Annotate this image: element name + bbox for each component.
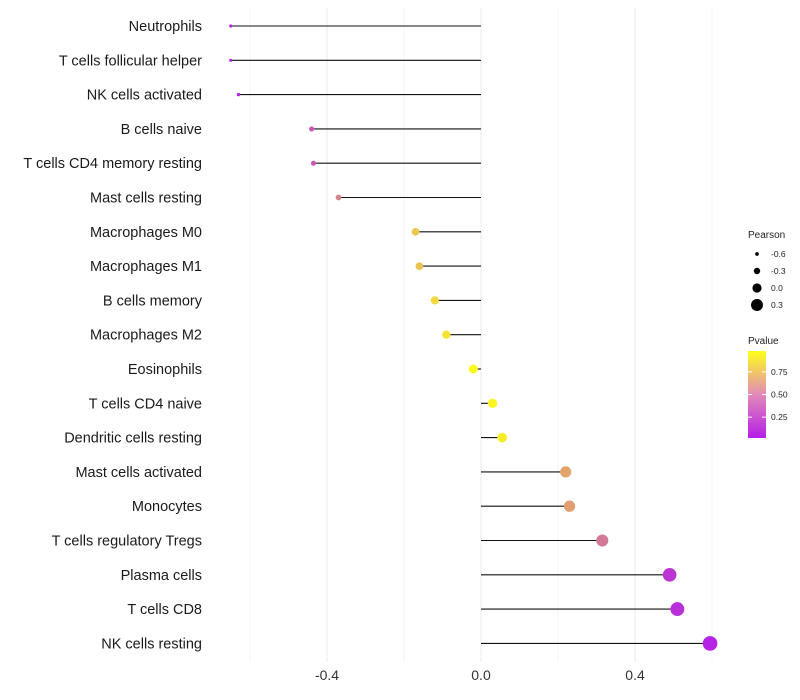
size-legend-key-3 [751,299,763,311]
size-legend-label-2: 0.0 [771,283,783,293]
point-15 [596,534,609,547]
x-tick-label-2: 0.4 [625,667,645,683]
category-label-9: Macrophages M2 [90,328,202,344]
category-label-11: T cells CD4 naive [89,396,202,412]
point-9 [442,330,451,339]
point-13 [560,466,572,478]
category-label-5: Mast cells resting [90,191,202,207]
category-label-18: NK cells resting [101,636,202,652]
category-label-0: Neutrophils [129,19,202,35]
x-tick-label-1: 0.0 [471,667,491,683]
color-legend-label-1: 0.50 [771,390,788,400]
color-legend-label-2: 0.25 [771,412,788,422]
category-label-13: Mast cells activated [75,465,202,481]
category-label-14: Monocytes [132,499,202,515]
point-18 [702,636,718,651]
size-legend-key-1 [753,267,761,275]
category-label-16: Plasma cells [121,568,202,584]
point-0 [229,24,233,28]
point-11 [487,398,498,409]
size-legend-title: Pearson [748,230,785,241]
category-label-17: T cells CD8 [127,602,202,618]
category-label-6: Macrophages M0 [90,225,202,241]
point-12 [497,432,508,443]
point-5 [335,194,342,201]
point-6 [411,227,420,236]
color-legend-bar [748,351,766,438]
size-legend-key-2 [752,283,762,293]
point-10 [468,364,478,374]
category-label-3: B cells naive [121,122,202,138]
category-label-8: B cells memory [103,293,203,309]
point-4 [310,160,317,166]
point-14 [563,500,576,512]
category-label-1: T cells follicular helper [59,53,202,69]
color-legend-title: Pvalue [748,336,779,347]
point-7 [415,262,424,270]
size-legend-label-3: 0.3 [771,300,783,310]
x-tick-label-0: -0.4 [315,667,339,683]
point-16 [662,567,677,582]
category-label-12: Dendritic cells resting [64,431,202,447]
point-2 [236,92,241,97]
size-legend-key-0 [755,252,759,256]
point-8 [430,296,439,305]
color-legend-label-0: 0.75 [771,367,788,377]
category-label-7: Macrophages M1 [90,259,202,275]
size-legend-label-0: -0.6 [771,249,786,259]
category-label-10: Eosinophils [128,362,202,378]
size-legend-label-1: -0.3 [771,266,786,276]
point-17 [670,602,685,617]
category-label-4: T cells CD4 memory resting [23,156,202,172]
point-3 [309,126,315,132]
category-label-15: T cells regulatory Tregs [52,534,202,550]
point-1 [229,58,233,62]
category-label-2: NK cells activated [87,88,202,104]
